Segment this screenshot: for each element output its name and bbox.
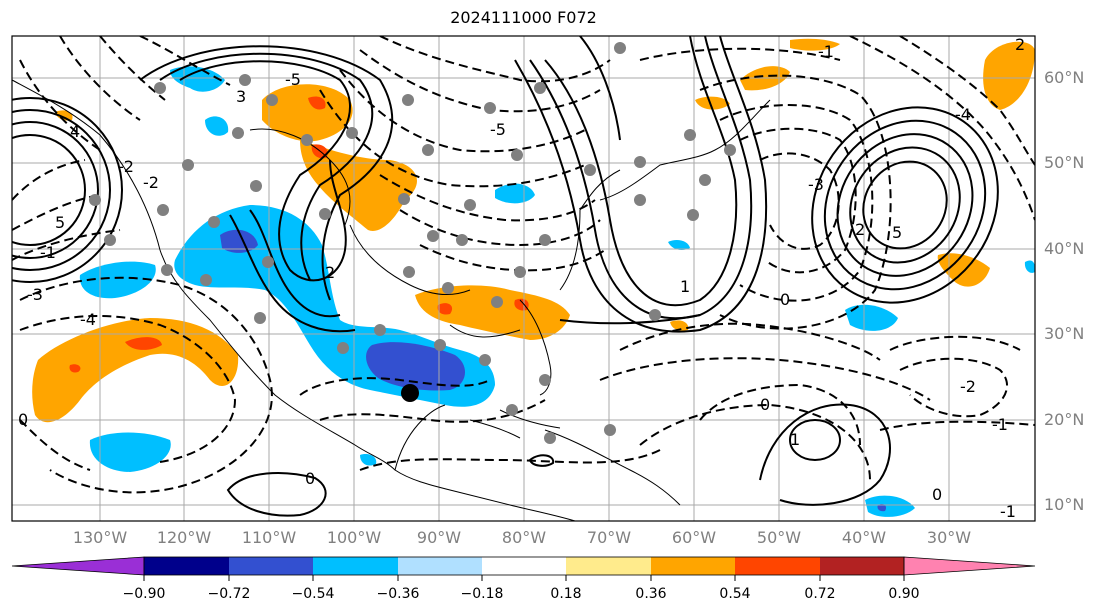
contour-label: 5 [55, 213, 65, 232]
colorbar-segment [313, 557, 398, 575]
colorbar-tick-label: 0.72 [804, 586, 836, 602]
negative-anomaly-region [668, 240, 690, 250]
lat-label: 20°N [1044, 410, 1085, 429]
colorbar-tick-label: 0.36 [635, 586, 667, 602]
positive-anomaly-core [514, 298, 529, 311]
positive-anomaly-region [790, 38, 840, 51]
contour-label: 0 [18, 410, 28, 429]
colorbar-tick-label: 0.90 [888, 586, 920, 602]
contour-label: 1 [790, 430, 800, 449]
lon-label: 40°W [841, 528, 887, 547]
positive-anomaly-region [415, 285, 570, 340]
highlighted-station-marker [401, 384, 419, 402]
lon-label: 80°W [501, 528, 547, 547]
colorbar-segment [482, 557, 566, 575]
lon-label: 130°W [72, 528, 128, 547]
lon-label: 100°W [326, 528, 382, 547]
colorbar-tick-label: −0.54 [291, 586, 335, 602]
contour-label: 2 [855, 220, 865, 239]
contour-label: -3 [808, 175, 824, 194]
contour-label: 0 [780, 290, 790, 309]
lat-label: 10°N [1044, 495, 1085, 514]
contour-label: -3 [27, 285, 43, 304]
contour-label: -1 [818, 42, 834, 61]
lon-label: 60°W [671, 528, 717, 547]
positive-anomaly-core [125, 337, 162, 350]
negative-anomaly-region [205, 116, 229, 136]
contour-label: -1 [992, 415, 1008, 434]
lon-label: 110°W [241, 528, 297, 547]
colorbar-tick-label: −0.18 [460, 586, 504, 602]
negative-anomaly-region [360, 454, 377, 466]
colorbar-tick-label: 0.18 [550, 586, 582, 602]
colorbar-segment [735, 557, 820, 575]
colorbar [11, 556, 1036, 581]
contour-label: -4 [80, 310, 96, 329]
colorbar-segment [144, 557, 229, 575]
contour-label: -5 [285, 70, 301, 89]
negative-anomaly-region [79, 261, 156, 299]
negative-anomaly-core [877, 503, 887, 512]
positive-anomaly-core [69, 364, 81, 373]
contour-label: -2 [960, 377, 976, 396]
positive-anomaly-region [262, 84, 353, 142]
contour-label: 2 [1015, 35, 1025, 54]
plot-frame [11, 35, 1036, 522]
lat-label: 60°N [1044, 68, 1085, 87]
colorbar-segment [398, 557, 482, 575]
positive-anomaly-region [670, 320, 689, 331]
positive-anomaly-region [983, 41, 1035, 110]
colorbar-tick-label: 0.54 [719, 586, 751, 602]
colorbar-extend-high [903, 556, 1036, 576]
lon-label: 90°W [416, 528, 462, 547]
solid-contours [12, 36, 999, 517]
colorbar-segment [566, 557, 651, 575]
colorbar-segment [229, 557, 313, 575]
colorbar-segment [651, 557, 735, 575]
contour-label: -4 [955, 105, 971, 124]
contour-label: -5 [490, 120, 506, 139]
negative-anomaly-region [495, 183, 535, 204]
colorbar-segment [820, 557, 904, 575]
contour-label: -2 [118, 157, 134, 176]
map-title: 2024111000 F072 [450, 8, 597, 27]
positive-anomaly-region [695, 96, 730, 110]
colorbar-tick-label: −0.36 [376, 586, 420, 602]
lon-label: 50°W [756, 528, 802, 547]
lon-label: 120°W [156, 528, 212, 547]
negative-anomaly-region [865, 495, 915, 517]
lon-label: 70°W [586, 528, 632, 547]
contour-labels: -1 -1 -2 -3 -4 -5 -5 0 0 0 0 1 1 2 2 3 -… [18, 35, 1025, 521]
contour-label: -2 [143, 173, 159, 192]
lat-label: 30°N [1044, 324, 1085, 343]
contour-label: 0 [932, 485, 942, 504]
contour-label: 0 [760, 395, 770, 414]
positive-anomaly-region [55, 110, 73, 121]
contour-label: 1 [680, 277, 690, 296]
contour-label: 2 [325, 263, 335, 282]
contour-label: -1 [40, 243, 56, 262]
negative-anomaly-region [1024, 260, 1035, 273]
positive-anomaly-region [32, 318, 239, 423]
negative-anomaly-core [366, 342, 466, 391]
negative-anomaly-core [220, 229, 258, 253]
colorbar-tick-label: −0.90 [122, 586, 166, 602]
colorbar-extend-low [11, 556, 145, 576]
contour-label: 5 [892, 223, 902, 242]
negative-anomaly-region [89, 432, 171, 472]
contour-label: 0 [305, 469, 315, 488]
station-markers [89, 42, 736, 444]
coastlines [12, 79, 771, 521]
contour-label: 3 [236, 87, 246, 106]
positive-anomaly-core [308, 96, 326, 110]
positive-anomaly-core [437, 303, 453, 315]
lat-label: 50°N [1044, 153, 1085, 172]
negative-anomaly-region [845, 304, 898, 331]
contour-label: -1 [1000, 502, 1016, 521]
contour-label: 4 [70, 122, 80, 141]
lat-label: 40°N [1044, 239, 1085, 258]
colorbar-tick-label: −0.72 [207, 586, 251, 602]
lon-label: 30°W [926, 528, 972, 547]
